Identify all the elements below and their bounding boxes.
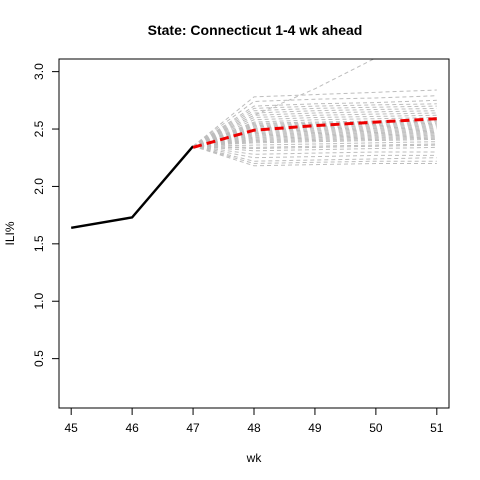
plot-area — [70, 59, 437, 229]
ensemble-line-23 — [193, 133, 437, 147]
y-tick-label-5: 3.0 — [32, 63, 46, 80]
y-axis: 0.5 1.0 1.5 2.0 2.5 3.0 — [32, 63, 59, 367]
x-tick-label-45: 45 — [65, 421, 79, 435]
ensemble-line-29 — [193, 141, 437, 147]
x-axis: 45 46 47 48 49 50 51 — [65, 408, 444, 435]
ensemble-line-28 — [193, 138, 437, 147]
ensemble-line-37 — [192, 145, 437, 167]
y-tick-label-4: 2.5 — [32, 120, 46, 137]
ensemble-line-14 — [192, 122, 437, 147]
x-tick-label-50: 50 — [369, 421, 383, 435]
forecast-mean-series — [192, 117, 437, 149]
observed-line — [70, 145, 195, 229]
x-tick-label-48: 48 — [247, 421, 261, 435]
ensemble-line-17 — [192, 126, 437, 147]
ensemble-line-10 — [192, 117, 437, 147]
ensemble-line-30 — [193, 143, 437, 148]
observed-series — [70, 145, 195, 229]
ensemble-line-2 — [192, 95, 437, 147]
ensemble-line-20 — [192, 129, 437, 147]
ensemble-line-27 — [193, 137, 437, 147]
ensemble-line-5 — [192, 105, 437, 147]
ensemble-line-7 — [192, 110, 437, 147]
ensemble-line-32 — [193, 145, 437, 152]
ensemble-line-11 — [192, 119, 437, 147]
ensemble-line-26 — [193, 136, 437, 147]
ensemble-line-13 — [192, 121, 437, 147]
y-tick-label-2: 1.5 — [32, 235, 46, 252]
ensemble-line-4 — [192, 103, 437, 147]
y-tick-label-3: 2.0 — [32, 178, 46, 195]
ensemble-line-9 — [192, 114, 437, 147]
ensemble-line-22 — [193, 132, 437, 147]
ensemble-line-15 — [192, 123, 437, 147]
ensemble-line-34 — [193, 145, 437, 159]
x-tick-label-46: 46 — [125, 421, 139, 435]
ensemble-line-6 — [192, 107, 437, 147]
chart-title: State: Connecticut 1-4 wk ahead — [148, 22, 363, 38]
y-tick-label-1: 1.0 — [32, 293, 46, 310]
forecast-mean-line — [192, 117, 437, 149]
x-tick-label-51: 51 — [430, 421, 444, 435]
ensemble-line-18 — [192, 127, 437, 147]
ensemble-line-25 — [193, 135, 437, 147]
ensemble-lines — [192, 59, 437, 167]
x-tick-label-49: 49 — [308, 421, 322, 435]
ensemble-line-24 — [193, 134, 437, 147]
ensemble-line-33 — [193, 145, 437, 155]
y-axis-label: ILI% — [3, 221, 17, 245]
ensemble-line-8 — [192, 112, 437, 147]
ensemble-line-12 — [192, 120, 437, 147]
y-tick-label-0: 0.5 — [32, 350, 46, 367]
ensemble-line-19 — [192, 128, 437, 147]
ensemble-line-1 — [192, 89, 437, 147]
ensemble-line-3 — [192, 99, 437, 147]
ensemble-line-31 — [193, 144, 437, 150]
ensemble-line-35 — [192, 145, 437, 162]
x-tick-label-47: 47 — [186, 421, 200, 435]
ensemble-line-21 — [193, 130, 437, 147]
ensemble-line-36 — [192, 145, 437, 165]
x-axis-label: wk — [246, 451, 263, 465]
